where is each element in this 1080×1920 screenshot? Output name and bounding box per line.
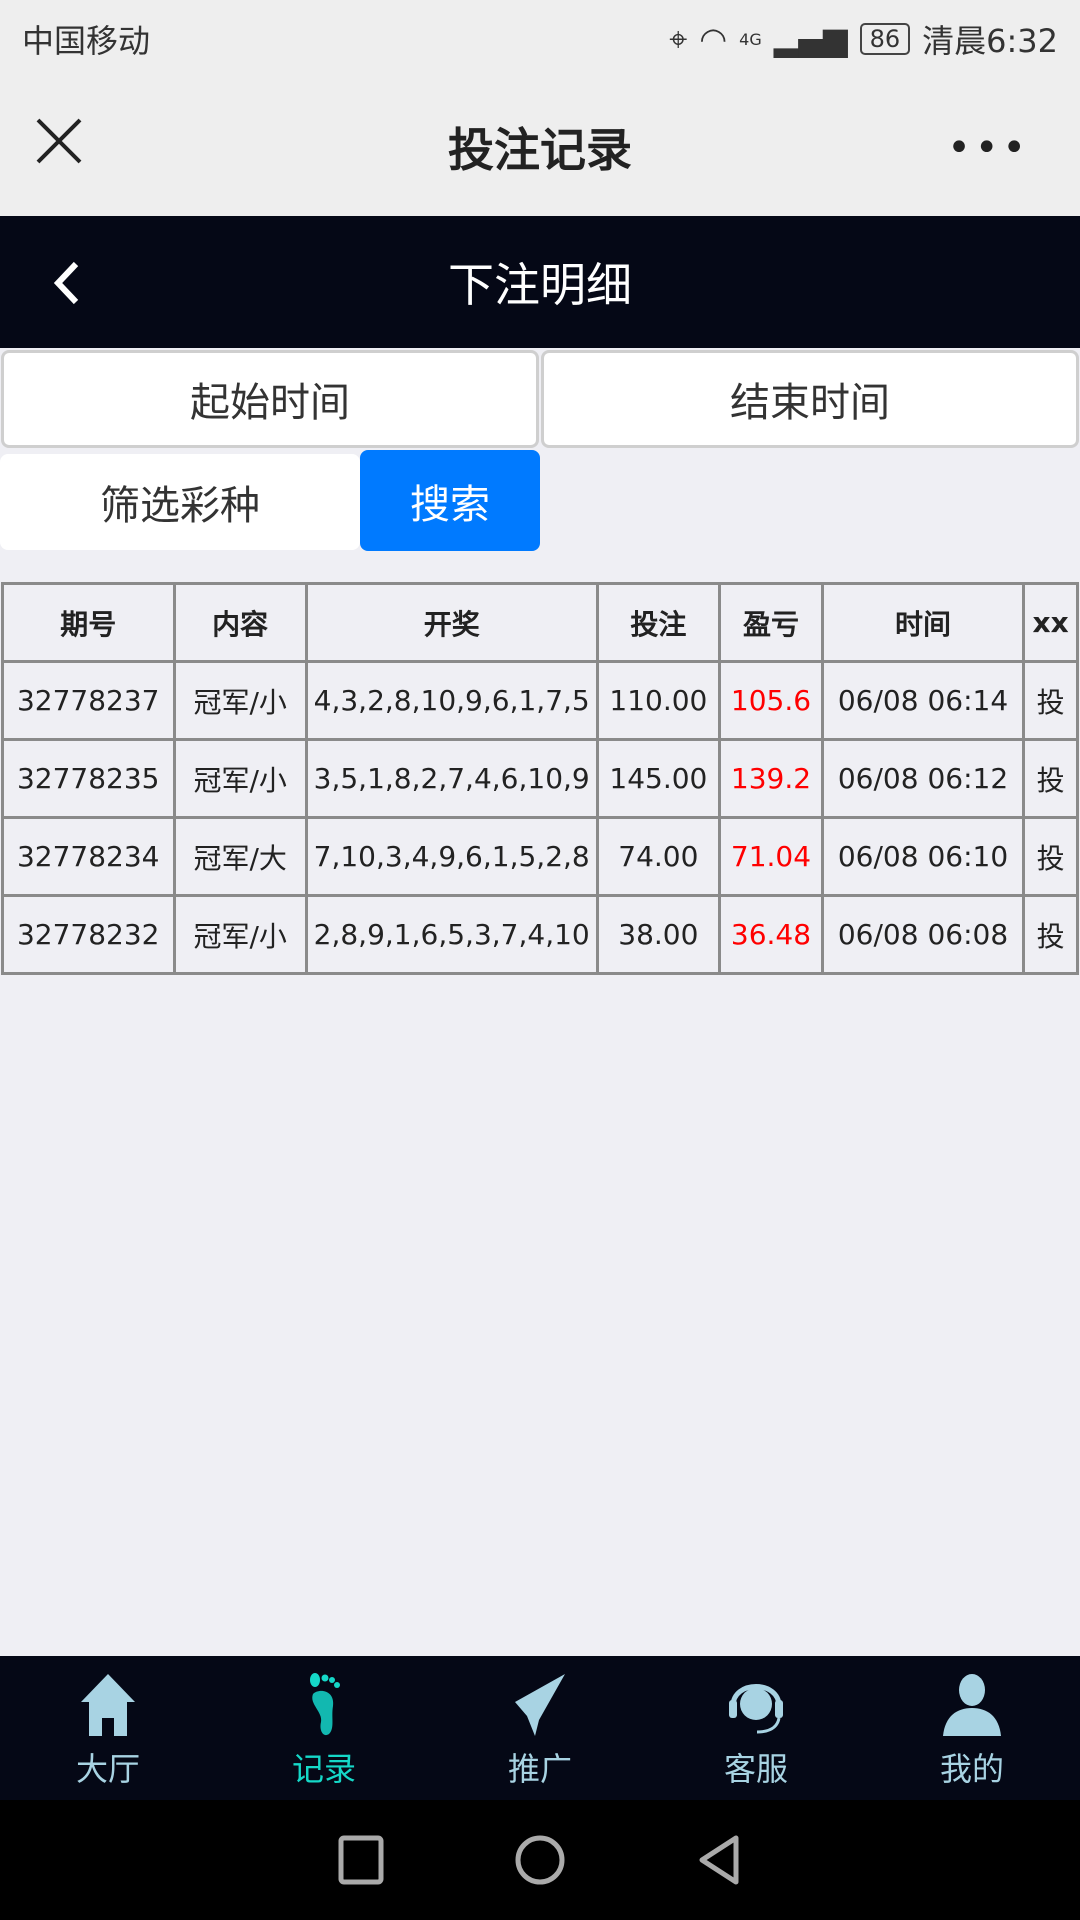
action-cell[interactable]: 投 (1022, 816, 1079, 897)
draw-result: 7,10,3,4,9,6,1,5,2,8 (304, 816, 599, 897)
column-header: 盈亏 (718, 582, 824, 663)
bet-records-table: 期号 内容 开奖 投注 盈亏 时间 xx 32778237 冠军/小 4,3,2,8,10,9,… (1, 582, 1079, 975)
tab-label: 大厅 (75, 1750, 140, 1788)
system-navigation-bar (0, 1800, 1080, 1920)
table-header-row: 期号 内容 开奖 投注 盈亏 时间 xx (1, 582, 1079, 663)
table-row: 32778232 冠军/小 2,8,9,1,6,5,3,7,4,10 38.00 36.… (1, 894, 1079, 975)
tab-label: 我的 (939, 1750, 1004, 1788)
profit-loss: 105.6 (718, 660, 824, 741)
draw-result: 3,5,1,8,2,7,4,6,10,9 (304, 738, 599, 819)
search-button[interactable]: 搜索 (360, 450, 540, 551)
issue-number: 32778234 (1, 816, 176, 897)
clock: 清晨6:32 (922, 22, 1058, 60)
bet-content: 冠军/小 (172, 660, 308, 741)
tab-label: 客服 (723, 1750, 788, 1788)
headset-icon (729, 1684, 783, 1734)
start-time-button[interactable]: 起始时间 (1, 350, 539, 448)
paper-plane-icon (515, 1674, 565, 1736)
draw-result: 2,8,9,1,6,5,3,7,4,10 (304, 894, 599, 975)
status-bar: 中国移动 ⌖ ◠ 4G ▂▄▆ 86 清晨6:32 (0, 0, 1080, 78)
column-header: 内容 (172, 582, 308, 663)
carrier: 中国移动 (22, 22, 151, 60)
bet-amount: 145.00 (595, 738, 722, 819)
tab-records[interactable]: 记录 (216, 1656, 432, 1800)
wifi-icon: ◠ (699, 20, 728, 58)
tab-promote[interactable]: 推广 (432, 1656, 648, 1800)
bet-content: 冠军/大 (172, 816, 308, 897)
recent-apps-icon[interactable] (338, 1835, 384, 1885)
chevron-left-icon[interactable] (48, 258, 88, 308)
bet-content: 冠军/小 (172, 894, 308, 975)
home-circle-icon[interactable] (514, 1834, 566, 1886)
bet-amount: 110.00 (595, 660, 722, 741)
network-type: 4G (739, 29, 762, 49)
page-title: 投注记录 (448, 123, 632, 177)
tab-hall[interactable]: 大厅 (0, 1656, 216, 1800)
table-row: 32778234 冠军/大 7,10,3,4,9,6,1,5,2,8 74.00 71.… (1, 816, 1079, 897)
profit-loss: 36.48 (718, 894, 824, 975)
home-icon (81, 1674, 135, 1736)
table-row: 32778237 冠军/小 4,3,2,8,10,9,6,1,7,5 110.00 10… (1, 660, 1079, 741)
bet-time: 06/08 06:12 (820, 738, 1026, 819)
close-icon[interactable] (34, 116, 84, 166)
bet-time: 06/08 06:14 (820, 660, 1026, 741)
bet-time: 06/08 06:08 (820, 894, 1026, 975)
column-header: xx (1022, 582, 1079, 663)
action-cell[interactable]: 投 (1022, 738, 1079, 819)
bet-amount: 74.00 (595, 816, 722, 897)
end-time-button[interactable]: 结束时间 (541, 350, 1079, 448)
section-title: 下注明细 (448, 258, 632, 312)
lottery-filter-select[interactable]: 筛选彩种 (0, 454, 360, 550)
back-triangle-icon[interactable] (696, 1834, 742, 1886)
tab-label: 推广 (507, 1750, 572, 1788)
app-bar: 投注记录 ••• (0, 78, 1080, 216)
tab-mine[interactable]: 我的 (864, 1656, 1080, 1800)
table-row: 32778235 冠军/小 3,5,1,8,2,7,4,6,10,9 145.00 13… (1, 738, 1079, 819)
draw-result: 4,3,2,8,10,9,6,1,7,5 (304, 660, 599, 741)
tab-customer-service[interactable]: 客服 (648, 1656, 864, 1800)
more-icon[interactable]: ••• (947, 125, 1030, 171)
bet-amount: 38.00 (595, 894, 722, 975)
issue-number: 32778235 (1, 738, 176, 819)
user-icon (943, 1674, 1001, 1736)
action-cell[interactable]: 投 (1022, 894, 1079, 975)
bet-content: 冠军/小 (172, 738, 308, 819)
tab-label: 记录 (291, 1750, 356, 1788)
profit-loss: 139.2 (718, 738, 824, 819)
action-cell[interactable]: 投 (1022, 660, 1079, 741)
column-header: 投注 (595, 582, 722, 663)
bet-time: 06/08 06:10 (820, 816, 1026, 897)
issue-number: 32778232 (1, 894, 176, 975)
section-header: 下注明细 (0, 216, 1080, 348)
bottom-tab-bar: 大厅 记录 推广 客服 我的 (0, 1656, 1080, 1800)
column-header: 时间 (820, 582, 1026, 663)
issue-number: 32778237 (1, 660, 176, 741)
column-header: 期号 (1, 582, 176, 663)
column-header: 开奖 (304, 582, 599, 663)
battery-level: 86 (859, 23, 911, 55)
signal-icon: ▂▄▆ (773, 20, 848, 58)
location-icon: ⌖ (669, 19, 688, 58)
profit-loss: 71.04 (718, 816, 824, 897)
footprint-icon (310, 1673, 340, 1736)
